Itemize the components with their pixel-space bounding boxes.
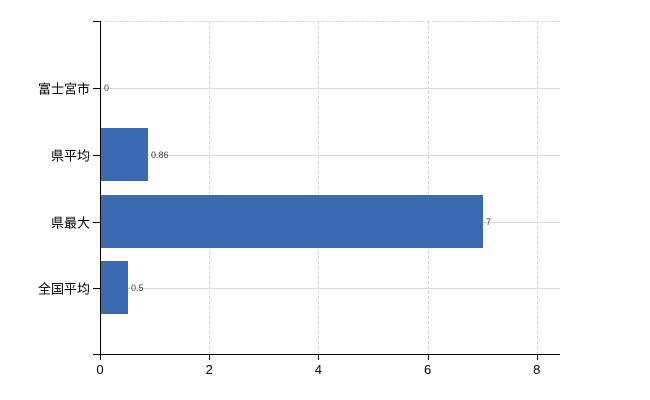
category-label: 富士宮市 [37,81,90,97]
x-axis-tick-label: 4 [314,362,323,377]
x-axis-tick [209,354,211,360]
bar-3 [101,261,128,314]
y-gridline [101,88,560,89]
bar-value-label: 0.5 [131,283,144,293]
x-axis-tick-label: 0 [96,362,104,377]
x-axis [100,354,560,355]
x-axis-tick [318,354,320,360]
y-axis-tick [93,155,100,156]
bar-value-label: 7 [486,217,492,227]
y-axis [100,21,101,355]
x-gridline [427,21,429,354]
category-label: 県平均 [50,148,90,164]
x-axis-tick-label: 6 [423,362,432,377]
x-gridline [209,21,211,354]
x-axis-tick [100,354,101,360]
y-axis-tick [93,88,100,89]
y-axis-end-tick [93,21,100,22]
bar-value-label: 0.86 [151,150,169,160]
category-label: 全国平均 [37,281,90,297]
bar-2 [101,195,483,248]
category-label: 県最大 [50,215,90,231]
bar-1 [101,128,148,181]
bar-value-label: 0 [104,83,110,93]
plot-top-border [100,21,560,22]
x-axis-tick-label: 2 [205,362,213,377]
y-axis-tick [93,222,100,223]
y-gridline [101,155,560,156]
x-axis-tick-label: 8 [533,362,541,377]
y-axis-end-tick [93,354,100,355]
x-axis-tick [536,354,538,360]
y-axis-tick [93,288,100,289]
y-gridline [101,288,560,289]
x-gridline [318,21,320,354]
x-gridline [536,21,538,354]
x-axis-tick [427,354,429,360]
